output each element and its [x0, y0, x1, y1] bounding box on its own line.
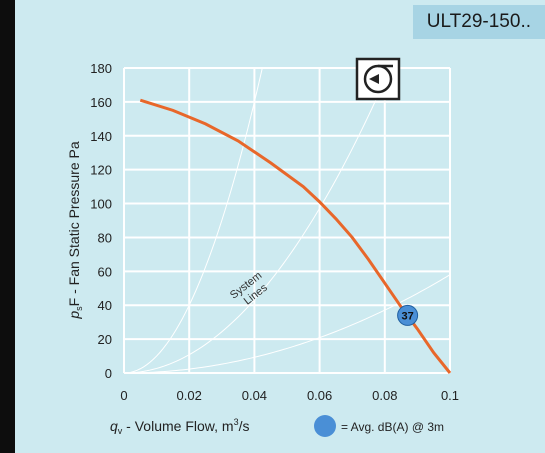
y-tick-label: 120 — [90, 163, 112, 178]
plot-area — [124, 68, 450, 373]
y-tick-label: 80 — [98, 230, 112, 245]
y-tick-label: 60 — [98, 264, 112, 279]
y-tick-label: 0 — [105, 366, 112, 381]
x-tick-label: 0.1 — [441, 388, 459, 403]
y-tick-label: 100 — [90, 197, 112, 212]
x-tick-label: 0.08 — [372, 388, 397, 403]
x-tick-label: 0.02 — [177, 388, 202, 403]
legend-marker — [314, 415, 336, 437]
legend-text: = Avg. dB(A) @ 3m — [341, 420, 444, 434]
fan-icon — [355, 57, 401, 101]
x-tick-label: 0.04 — [242, 388, 267, 403]
x-tick-label: 0.06 — [307, 388, 332, 403]
y-axis-ticks: 0 20 40 60 80 100 120 140 160 180 — [90, 61, 112, 381]
y-tick-label: 140 — [90, 129, 112, 144]
system-lines — [124, 68, 450, 373]
x-axis-ticks: 0 0.02 0.04 0.06 0.08 0.1 — [120, 388, 459, 403]
system-line — [124, 68, 263, 373]
marker-circle — [397, 304, 419, 326]
model-label: ULT29-150.. — [412, 5, 545, 39]
x-axis-title: qv - Volume Flow, m3/s — [110, 417, 249, 436]
y-axis-title: psF - Fan Static Pressure Pa — [66, 141, 84, 319]
system-line — [124, 68, 391, 373]
y-tick-label: 180 — [90, 61, 112, 76]
sound-level-marker: 37 — [397, 304, 419, 326]
system-line — [124, 274, 450, 373]
y-tick-label: 160 — [90, 95, 112, 110]
x-tick-label: 0 — [120, 388, 127, 403]
y-tick-label: 40 — [98, 298, 112, 313]
marker-label: 37 — [401, 310, 413, 322]
y-tick-label: 20 — [98, 332, 112, 347]
